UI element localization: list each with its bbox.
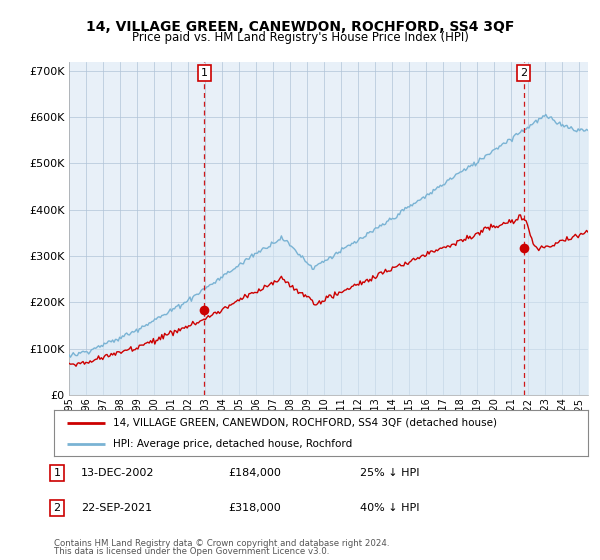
Text: £318,000: £318,000: [228, 503, 281, 513]
Text: 13-DEC-2002: 13-DEC-2002: [81, 468, 155, 478]
Text: 22-SEP-2021: 22-SEP-2021: [81, 503, 152, 513]
Text: 40% ↓ HPI: 40% ↓ HPI: [360, 503, 419, 513]
Text: £184,000: £184,000: [228, 468, 281, 478]
Text: This data is licensed under the Open Government Licence v3.0.: This data is licensed under the Open Gov…: [54, 547, 329, 556]
Text: Contains HM Land Registry data © Crown copyright and database right 2024.: Contains HM Land Registry data © Crown c…: [54, 539, 389, 548]
Text: 14, VILLAGE GREEN, CANEWDON, ROCHFORD, SS4 3QF: 14, VILLAGE GREEN, CANEWDON, ROCHFORD, S…: [86, 20, 514, 34]
Text: 1: 1: [53, 468, 61, 478]
Text: 2: 2: [53, 503, 61, 513]
Text: 2: 2: [520, 68, 527, 78]
Text: 25% ↓ HPI: 25% ↓ HPI: [360, 468, 419, 478]
Text: Price paid vs. HM Land Registry's House Price Index (HPI): Price paid vs. HM Land Registry's House …: [131, 31, 469, 44]
Text: HPI: Average price, detached house, Rochford: HPI: Average price, detached house, Roch…: [113, 439, 352, 449]
Text: 1: 1: [201, 68, 208, 78]
Text: 14, VILLAGE GREEN, CANEWDON, ROCHFORD, SS4 3QF (detached house): 14, VILLAGE GREEN, CANEWDON, ROCHFORD, S…: [113, 418, 497, 428]
